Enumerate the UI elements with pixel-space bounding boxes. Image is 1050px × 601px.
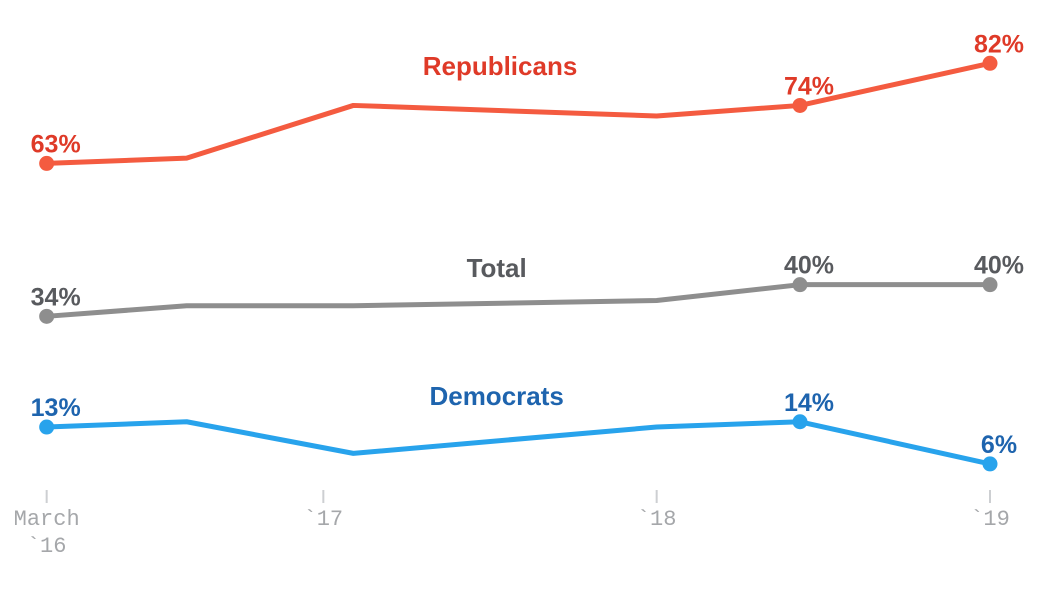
x-axis-tick-label: `17 (304, 507, 344, 532)
democrats-value-label-0: 13% (31, 394, 81, 422)
total-value-label-0: 34% (31, 283, 81, 311)
republicans-line (44, 60, 993, 166)
republicans-value-label-0: 63% (31, 130, 81, 158)
total-line (44, 282, 993, 319)
democrats-series-label: Democrats (429, 381, 563, 411)
republicans-point-4 (792, 97, 808, 113)
democrats-point-0 (39, 419, 55, 435)
democrats-value-label-4: 14% (784, 389, 834, 417)
republicans-point-5 (982, 55, 998, 71)
x-axis-tick-label: `18 (637, 507, 677, 532)
republicans-value-label-5: 82% (974, 30, 1024, 58)
total-series-label: Total (467, 253, 527, 283)
total-point-5 (982, 277, 998, 293)
total-value-label-5: 40% (974, 252, 1024, 280)
total-value-label-4: 40% (784, 252, 834, 280)
democrats-point-5 (982, 456, 998, 472)
republicans-value-label-4: 74% (784, 72, 834, 100)
x-axis-tick-label: `19 (970, 507, 1010, 532)
republicans-point-0 (39, 155, 55, 171)
total-point-0 (39, 308, 55, 324)
democrats-value-label-5: 6% (981, 431, 1017, 459)
republicans-series-label: Republicans (423, 51, 578, 81)
x-axis-tick-label: `16 (27, 534, 67, 559)
x-axis-tick-label: March (14, 507, 80, 532)
democrats-point-4 (792, 414, 808, 430)
total-point-4 (792, 277, 808, 293)
democrats-line (44, 419, 993, 467)
